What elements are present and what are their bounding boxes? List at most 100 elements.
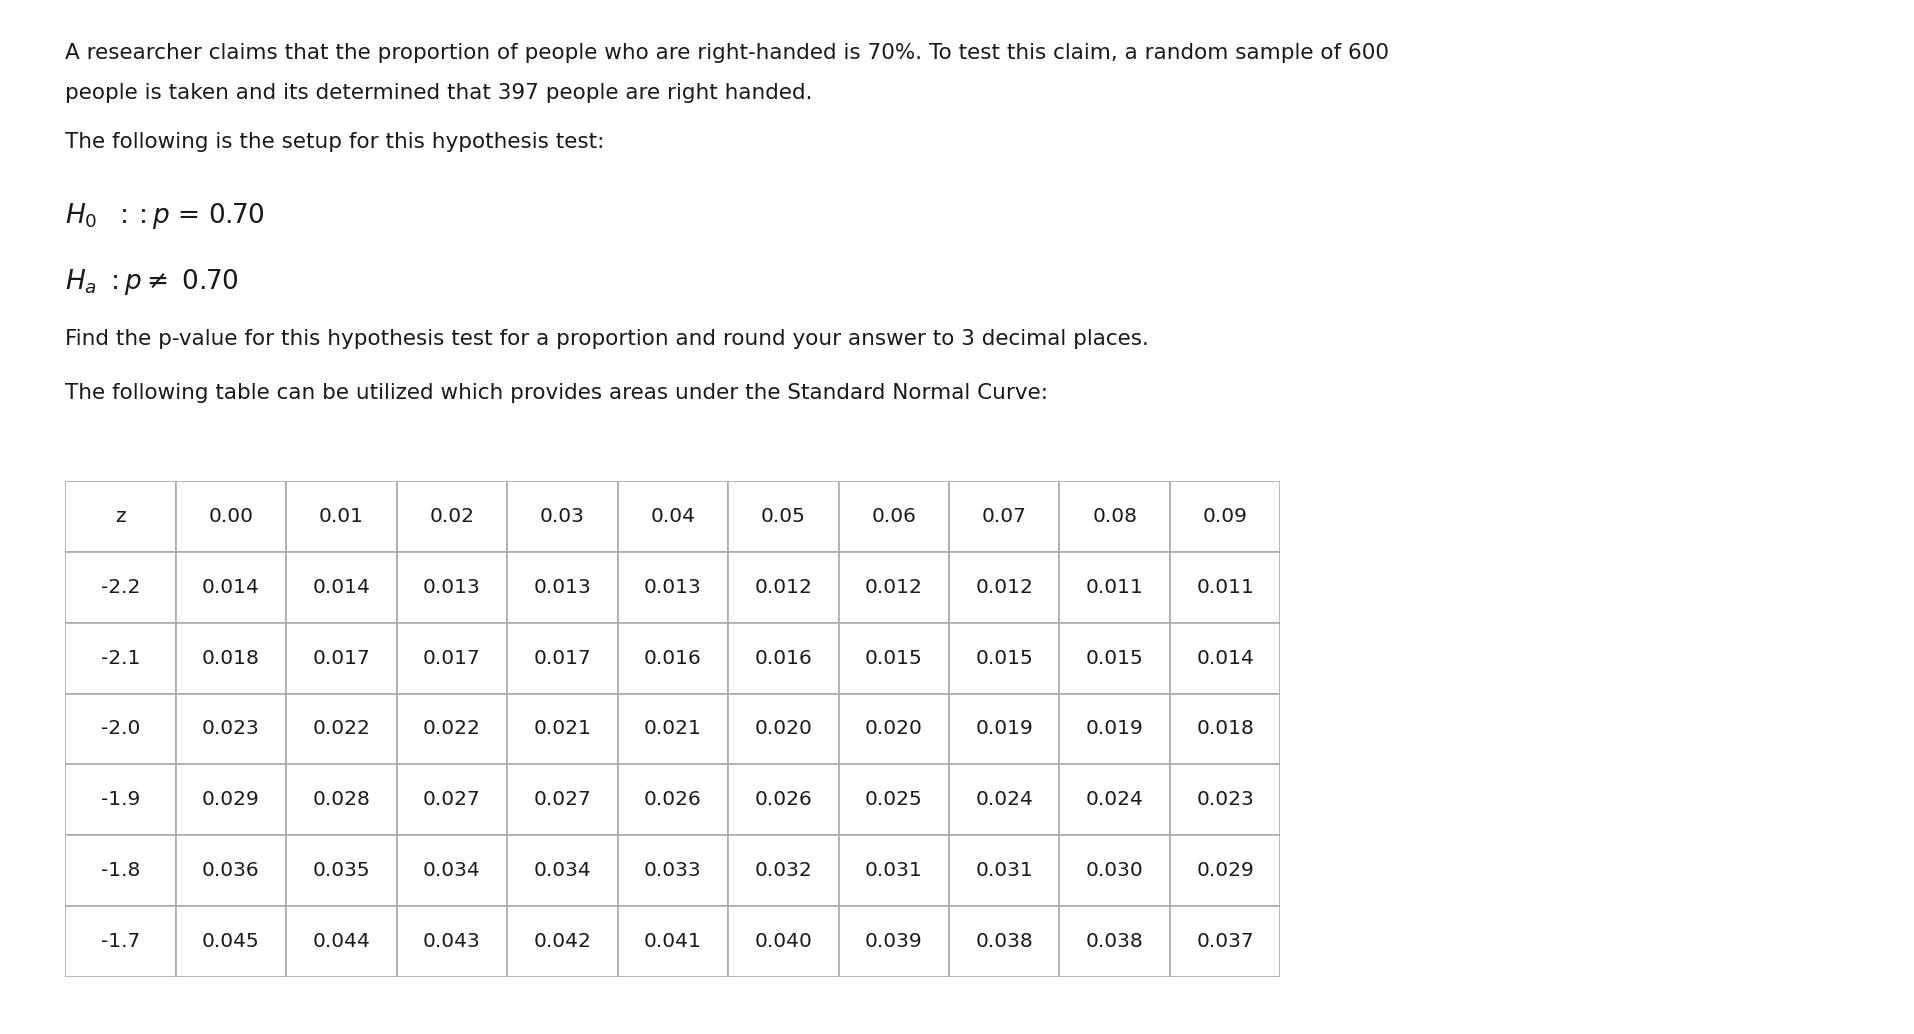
Text: 0.023: 0.023 <box>203 720 260 738</box>
Bar <box>1060 552 1169 622</box>
Bar <box>1169 694 1280 764</box>
Text: 0.02: 0.02 <box>429 507 475 525</box>
Text: 0.043: 0.043 <box>423 933 480 951</box>
Bar <box>838 694 949 764</box>
Bar <box>618 764 727 835</box>
Bar <box>1169 764 1280 835</box>
Bar <box>727 764 838 835</box>
Text: 0.041: 0.041 <box>643 933 702 951</box>
Text: 0.017: 0.017 <box>534 648 591 668</box>
Bar <box>65 906 176 977</box>
Text: 0.013: 0.013 <box>423 578 480 597</box>
Bar <box>285 694 396 764</box>
Text: $H_a$ $:p\neq$ 0.70: $H_a$ $:p\neq$ 0.70 <box>65 267 239 297</box>
Bar <box>1060 622 1169 694</box>
Bar <box>838 622 949 694</box>
Text: 0.025: 0.025 <box>865 790 923 810</box>
Bar <box>396 694 507 764</box>
Bar <box>1169 481 1280 552</box>
Text: 0.023: 0.023 <box>1196 790 1254 810</box>
Text: 0.021: 0.021 <box>643 720 702 738</box>
Bar <box>507 552 618 622</box>
Text: $H_0$  $::p$ = 0.70: $H_0$ $::p$ = 0.70 <box>65 201 264 231</box>
Text: 0.028: 0.028 <box>312 790 369 810</box>
Bar <box>176 835 285 906</box>
Bar <box>838 552 949 622</box>
Text: 0.017: 0.017 <box>312 648 369 668</box>
Bar <box>949 552 1060 622</box>
Bar <box>65 552 176 622</box>
Bar <box>65 694 176 764</box>
Text: 0.01: 0.01 <box>320 507 364 525</box>
Bar <box>65 835 176 906</box>
Bar <box>65 764 176 835</box>
Bar <box>176 694 285 764</box>
Bar <box>727 481 838 552</box>
Text: 0.012: 0.012 <box>976 578 1034 597</box>
Text: 0.039: 0.039 <box>865 933 923 951</box>
Text: 0.015: 0.015 <box>976 648 1034 668</box>
Text: 0.09: 0.09 <box>1202 507 1248 525</box>
Bar <box>285 835 396 906</box>
Text: 0.042: 0.042 <box>534 933 591 951</box>
Text: 0.034: 0.034 <box>423 861 480 880</box>
Text: Find the p-value for this hypothesis test for a proportion and round your answer: Find the p-value for this hypothesis tes… <box>65 329 1148 348</box>
Text: 0.016: 0.016 <box>754 648 812 668</box>
Bar <box>507 764 618 835</box>
Bar <box>618 694 727 764</box>
Text: z: z <box>115 507 126 525</box>
Text: -2.1: -2.1 <box>101 648 140 668</box>
Bar <box>176 552 285 622</box>
Bar <box>1060 694 1169 764</box>
Text: 0.05: 0.05 <box>762 507 806 525</box>
Bar <box>176 481 285 552</box>
Bar <box>618 622 727 694</box>
Bar <box>396 835 507 906</box>
Text: 0.035: 0.035 <box>312 861 369 880</box>
Bar <box>838 906 949 977</box>
Text: 0.024: 0.024 <box>1085 790 1145 810</box>
Bar <box>618 835 727 906</box>
Bar <box>507 694 618 764</box>
Bar <box>949 694 1060 764</box>
Text: 0.03: 0.03 <box>540 507 584 525</box>
Text: 0.038: 0.038 <box>976 933 1034 951</box>
Text: 0.034: 0.034 <box>534 861 591 880</box>
Bar <box>285 764 396 835</box>
Bar <box>507 622 618 694</box>
Text: 0.040: 0.040 <box>754 933 812 951</box>
Bar <box>1060 481 1169 552</box>
Text: 0.031: 0.031 <box>976 861 1034 880</box>
Text: 0.036: 0.036 <box>203 861 260 880</box>
Bar <box>1169 906 1280 977</box>
Bar <box>396 552 507 622</box>
Bar <box>618 481 727 552</box>
Text: 0.08: 0.08 <box>1093 507 1137 525</box>
Bar <box>727 835 838 906</box>
Text: 0.00: 0.00 <box>209 507 253 525</box>
Bar <box>618 906 727 977</box>
Bar <box>285 906 396 977</box>
Bar <box>396 622 507 694</box>
Text: 0.038: 0.038 <box>1085 933 1143 951</box>
Text: 0.011: 0.011 <box>1196 578 1254 597</box>
Text: people is taken and its determined that 397 people are right handed.: people is taken and its determined that … <box>65 83 813 102</box>
Text: 0.026: 0.026 <box>754 790 812 810</box>
Text: 0.021: 0.021 <box>534 720 591 738</box>
Text: 0.04: 0.04 <box>651 507 695 525</box>
Text: 0.014: 0.014 <box>312 578 369 597</box>
Text: 0.024: 0.024 <box>976 790 1034 810</box>
Bar <box>949 835 1060 906</box>
Text: A researcher claims that the proportion of people who are right-handed is 70%. T: A researcher claims that the proportion … <box>65 43 1390 63</box>
Text: 0.020: 0.020 <box>754 720 812 738</box>
Bar <box>507 835 618 906</box>
Text: 0.019: 0.019 <box>976 720 1034 738</box>
Text: 0.037: 0.037 <box>1196 933 1254 951</box>
Bar <box>949 481 1060 552</box>
Text: -1.9: -1.9 <box>101 790 140 810</box>
Text: 0.017: 0.017 <box>423 648 480 668</box>
Text: 0.031: 0.031 <box>865 861 923 880</box>
Bar <box>176 906 285 977</box>
Text: -1.8: -1.8 <box>101 861 140 880</box>
Bar <box>1169 835 1280 906</box>
